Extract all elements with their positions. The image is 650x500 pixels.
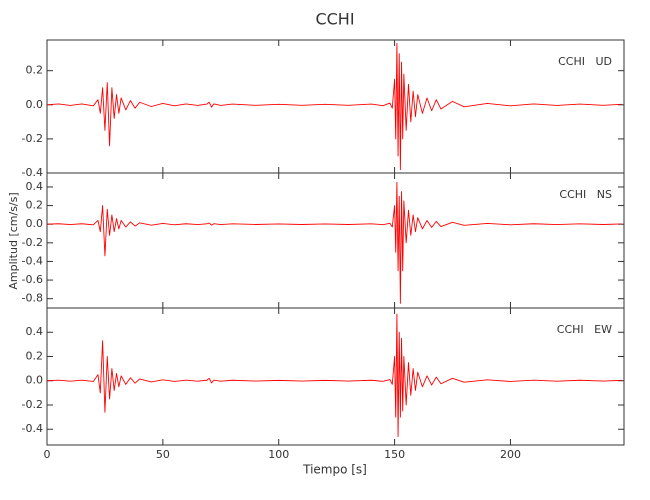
chart-title: CCHI xyxy=(315,10,354,29)
y-tick-label: 0.2 xyxy=(26,199,44,212)
y-tick-label: -0.2 xyxy=(22,132,43,145)
waveform xyxy=(46,181,622,304)
x-tick-label: 0 xyxy=(44,448,51,461)
y-tick-label: -0.2 xyxy=(22,398,43,411)
y-tick-label: -0.2 xyxy=(22,236,43,249)
y-tick-label: 0.0 xyxy=(26,98,44,111)
y-tick-label: 0.2 xyxy=(26,64,44,77)
y-axis-label: Amplitud [cm/s/s] xyxy=(7,192,20,289)
x-axis-label: Tiempo [s] xyxy=(302,463,367,477)
legend-label: CCHI NS xyxy=(559,188,612,201)
x-tick-label: 150 xyxy=(384,448,405,461)
x-tick-label: 50 xyxy=(156,448,170,461)
y-tick-label: -0.4 xyxy=(22,254,43,267)
y-tick-label: 0.2 xyxy=(26,349,44,362)
y-tick-label: 0.0 xyxy=(26,374,44,387)
panel-frame xyxy=(46,307,625,446)
y-tick-label: -0.4 xyxy=(22,422,43,435)
waveform xyxy=(46,42,622,171)
legend-label: CCHI EW xyxy=(557,323,612,336)
y-tick-label: -0.6 xyxy=(22,273,43,286)
y-tick-label: 0.0 xyxy=(26,217,44,230)
legend-label: CCHI UD xyxy=(558,55,612,68)
waveform xyxy=(46,313,622,437)
y-tick-label: 0.4 xyxy=(26,325,44,338)
panel-frame xyxy=(46,172,625,309)
x-tick-label: 100 xyxy=(268,448,289,461)
x-tick-label: 200 xyxy=(500,448,521,461)
y-tick-label: 0.4 xyxy=(26,180,44,193)
y-tick-label: -0.4 xyxy=(22,166,43,179)
y-tick-label: -0.8 xyxy=(22,292,43,305)
